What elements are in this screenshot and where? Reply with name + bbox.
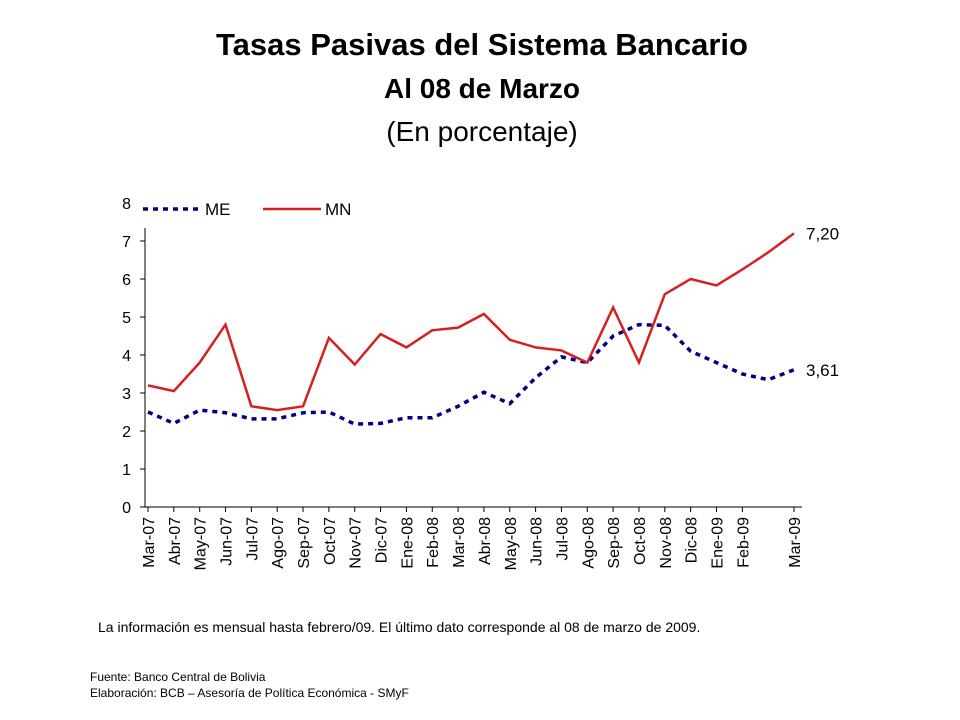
- unit-note: (En porcentaje): [386, 116, 577, 147]
- x-tick-label: Ago-08: [580, 517, 597, 569]
- x-tick-label: Jun-08: [529, 517, 546, 566]
- x-tick-label: Oct-08: [632, 517, 649, 565]
- x-tick-label: Nov-08: [658, 517, 675, 569]
- x-tick-label: Mar-08: [451, 517, 468, 568]
- x-tick-label: Ago-07: [270, 517, 287, 569]
- chart-title: Tasas Pasivas del Sistema Bancario: [216, 27, 748, 62]
- y-tick-label: 4: [122, 348, 131, 365]
- x-tick-label: Dic-08: [684, 517, 701, 563]
- value-label: 7,20: [806, 224, 839, 243]
- x-tick-label: Abr-08: [477, 517, 494, 565]
- x-tick-label: Jul-07: [244, 517, 261, 561]
- y-tick-label: 6: [122, 272, 131, 289]
- credit: Elaboración: BCB – Asesoría de Política …: [90, 686, 409, 700]
- source: Fuente: Banco Central de Bolivia: [90, 670, 266, 684]
- x-tick-label: Feb-08: [425, 517, 442, 568]
- legend-label: ME: [205, 200, 231, 219]
- x-tick-label: Mar-07: [141, 517, 158, 568]
- x-tick-label: Dic-07: [374, 517, 391, 563]
- x-tick-label: Ene-09: [709, 517, 726, 569]
- value-label: 3,61: [806, 361, 839, 380]
- y-tick-label: 3: [122, 386, 131, 403]
- x-tick-label: Sep-07: [296, 517, 313, 569]
- x-tick-label: Ene-08: [399, 517, 416, 569]
- y-tick-label: 5: [122, 310, 131, 327]
- x-tick-label: Sep-08: [606, 517, 623, 569]
- y-tick-label: 8: [122, 196, 131, 213]
- x-tick-label: Abr-07: [167, 517, 184, 565]
- x-tick-label: Jul-08: [554, 517, 571, 561]
- y-tick-label: 2: [122, 424, 131, 441]
- x-tick-label: Nov-07: [348, 517, 365, 569]
- y-tick-label: 7: [122, 234, 131, 251]
- x-tick-label: Feb-09: [735, 517, 752, 568]
- y-tick-label: 0: [122, 500, 131, 517]
- x-tick-label: May-08: [503, 517, 520, 570]
- x-tick-label: Jun-07: [219, 517, 236, 566]
- series-line: [147, 322, 795, 426]
- series-line: [147, 232, 795, 412]
- chart-subtitle: Al 08 de Marzo: [384, 73, 580, 104]
- x-tick-label: May-07: [193, 517, 210, 570]
- footnote: La información es mensual hasta febrero/…: [98, 619, 701, 635]
- legend-label: MN: [325, 200, 351, 219]
- y-tick-label: 1: [122, 462, 131, 479]
- x-tick-label: Oct-07: [322, 517, 339, 565]
- x-tick-label: Mar-09: [787, 517, 804, 568]
